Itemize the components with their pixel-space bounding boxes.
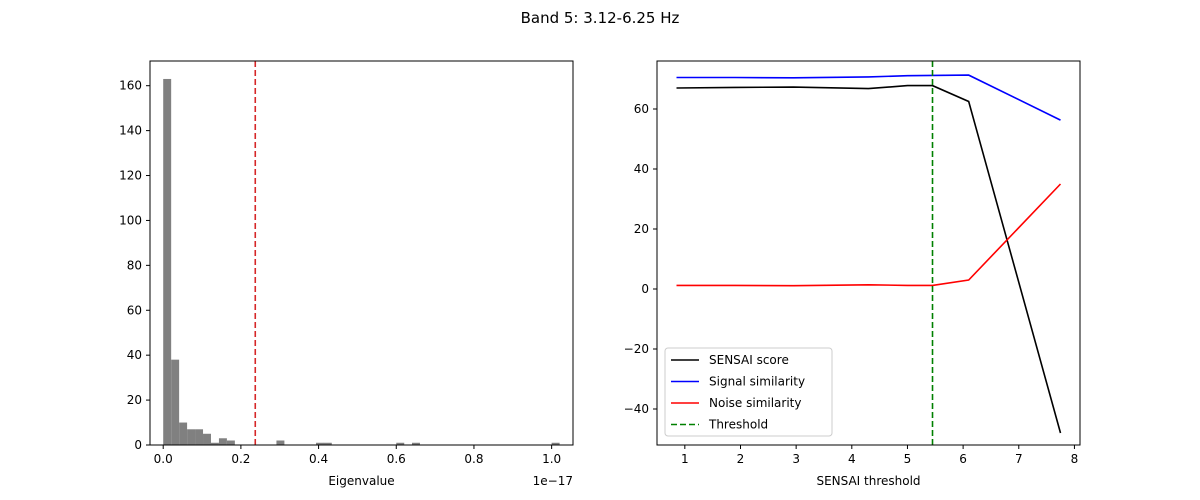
series-line-0 [676,84,1062,434]
series-line-2 [676,183,1062,287]
hist-ytick-label: 80 [127,258,142,272]
lines-x-axis-label: SENSAI threshold [816,474,920,488]
hist-ytick-label: 60 [127,303,142,317]
histogram-bar [276,440,285,445]
figure-title: Band 5: 3.12-6.25 Hz [521,9,680,27]
lines-ytick-label: −20 [624,342,649,356]
hist-xtick-label: 0.6 [387,452,406,466]
hist-xtick-label: 0.2 [231,452,250,466]
legend-label: SENSAI score [709,353,789,367]
histogram-bar [195,429,204,445]
hist-ytick-label: 20 [127,393,142,407]
x-offset-label: 1e−17 [533,474,573,488]
histogram-panel: 0.0 0.2 0.4 0.6 0.8 1.0 0 20 40 60 80 100 120 140 160 E… [119,60,574,488]
hist-xtick-label: 0.0 [154,452,173,466]
hist-ytick-label: 120 [119,169,142,183]
lines-xtick-label: 2 [737,452,745,466]
histogram-bar [551,442,560,445]
lines-xtick-label: 1 [681,452,689,466]
histogram-bar [210,442,219,445]
lines-ytick-label: −40 [624,402,649,416]
histogram-bar [226,440,235,445]
lines-frame [656,60,1081,446]
lines-ytick-label: 60 [634,102,649,116]
hist-xtick-label: 0.4 [309,452,328,466]
lines-xtick-label: 4 [848,452,856,466]
legend-box [664,347,833,437]
legend: SENSAI score Signal similarity Noise simil… [664,347,833,437]
histogram-bar [218,438,227,445]
lines-xtick-label: 7 [1015,452,1023,466]
lines-xtick-label: 8 [1071,452,1079,466]
histogram-bar [411,442,420,445]
histogram-bar [163,78,172,446]
legend-label: Noise similarity [709,396,801,410]
hist-ytick-label: 160 [119,79,142,93]
hist-ytick-label: 0 [134,438,142,452]
hist-x-axis-label: Eigenvalue [328,474,394,488]
histogram-bar [396,442,405,445]
histogram-bar [316,442,325,445]
hist-ytick-label: 140 [119,124,142,138]
hist-xtick-label: 0.8 [464,452,483,466]
lines-xtick-label: 5 [904,452,912,466]
legend-label: Threshold [708,418,768,432]
hist-ytick-label: 40 [127,348,142,362]
lines-ytick-label: 0 [641,282,649,296]
legend-label: Signal similarity [709,375,805,389]
histogram-bar [179,422,188,445]
lines-ytick-label: 40 [634,162,649,176]
hist-ytick-label: 100 [119,213,142,227]
hist-frame [149,60,574,446]
hist-xtick-label: 1.0 [542,452,561,466]
histogram-bar [323,442,332,445]
histogram-bar [171,359,180,445]
series-line-1 [676,74,1061,121]
lines-xtick-label: 6 [959,452,967,466]
histogram-bar [203,433,211,445]
line-chart-panel: 1 2 3 4 5 6 7 8 −40 −20 0 20 40 60 SENSAI threshold SEN… [624,60,1081,488]
lines-xtick-label: 3 [792,452,800,466]
lines-ytick-label: 20 [634,222,649,236]
histogram-bar [187,429,196,445]
